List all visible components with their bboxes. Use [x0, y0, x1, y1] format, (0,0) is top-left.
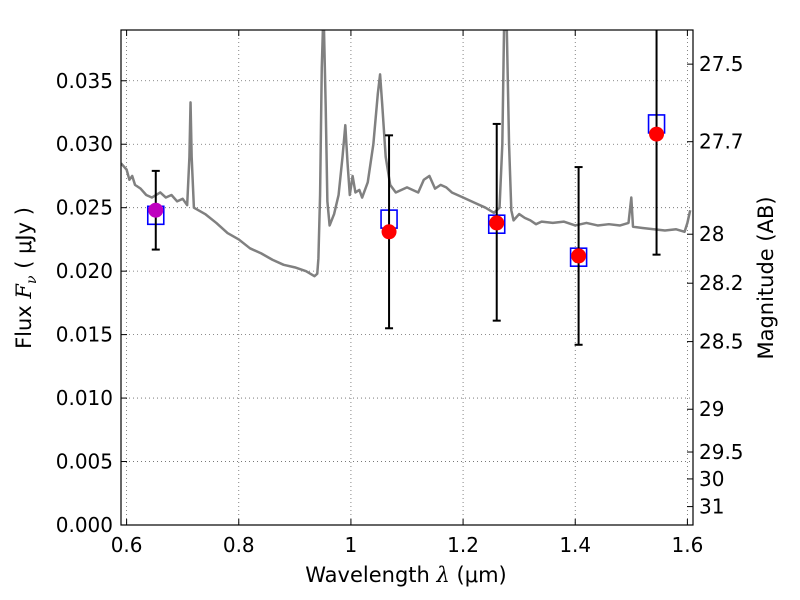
x-axis-title: Wavelength λ (μm) — [305, 563, 506, 587]
x-tick-label: 1 — [345, 533, 358, 557]
y-tick-label: 0.030 — [56, 132, 113, 156]
template-layer — [121, 30, 692, 278]
mag-tick-label: 28.5 — [699, 330, 744, 354]
mag-tick-label: 27.7 — [699, 130, 744, 154]
axis-ticks: 0.6 0.8 1 1.2 1.4 1.6 0.000 0.005 0.010 0.015 0.02… — [56, 30, 744, 557]
y-tick-label: 0.025 — [56, 196, 113, 220]
y-tick-label: 0.035 — [56, 69, 113, 93]
y-tick-label: 0.005 — [56, 450, 113, 474]
observed-flux-point — [571, 248, 587, 264]
plot-frame — [120, 29, 694, 526]
y2-axis-title: Magnitude (AB) — [754, 196, 778, 359]
mag-tick-label: 28 — [699, 222, 724, 246]
y-axis-title: Flux Fν ( μJy ) — [12, 207, 40, 349]
y-tick-label: 0.010 — [56, 386, 113, 410]
mag-tick-label: 29 — [699, 397, 724, 421]
mag-tick-label: 31 — [699, 495, 724, 519]
mag-tick-label: 29.5 — [699, 440, 744, 464]
y-tick-label: 0.020 — [56, 259, 113, 283]
mag-tick-label: 28.2 — [699, 271, 744, 295]
marker-layer — [146, 30, 666, 346]
observed-flux-point — [381, 224, 397, 240]
x-tick-label: 0.6 — [111, 533, 143, 557]
mag-tick-label: 30 — [699, 467, 724, 491]
observed-flux-point — [649, 126, 665, 142]
observed-flux-point — [489, 215, 505, 231]
x-tick-label: 1.2 — [447, 533, 479, 557]
observed-flux-point — [148, 202, 164, 218]
template-spectrum-line — [121, 30, 692, 278]
x-tick-label: 1.6 — [671, 533, 703, 557]
mag-tick-label: 27.5 — [699, 52, 744, 76]
y-tick-label: 0.000 — [56, 513, 113, 537]
x-tick-label: 1.4 — [559, 533, 591, 557]
x-tick-label: 0.8 — [223, 533, 255, 557]
y-tick-label: 0.015 — [56, 323, 113, 347]
